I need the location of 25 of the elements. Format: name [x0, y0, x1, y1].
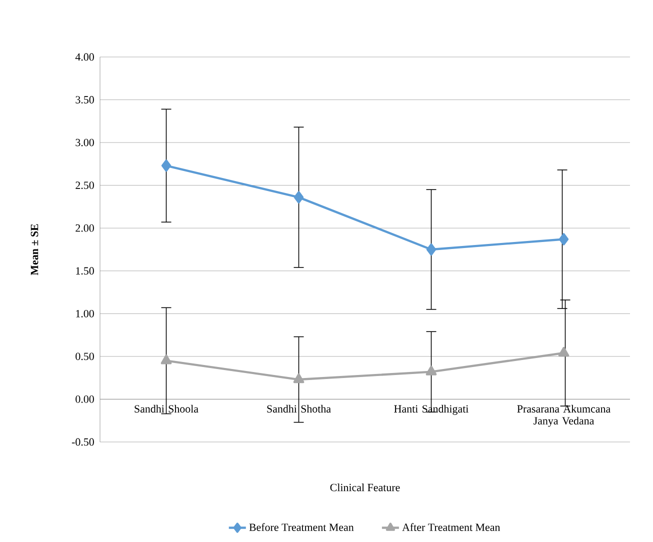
point: [426, 243, 436, 256]
y-tick-label: 0.50: [76, 352, 94, 360]
point: [293, 373, 304, 384]
x-tick-label: Sandhi Shotha: [267, 404, 331, 413]
point: [294, 191, 304, 204]
y-tick-label: 0.00: [76, 395, 94, 403]
legend-label: Before Treatment Mean: [249, 523, 354, 531]
y-tick-label: 3.50: [76, 96, 94, 104]
point: [161, 160, 172, 172]
y-tick-label: 1.50: [76, 267, 94, 275]
x-axis-title: Clinical Feature: [330, 484, 400, 492]
y-tick-label: 4.00: [75, 53, 94, 61]
y-tick-label: 2.00: [76, 224, 94, 232]
x-tick-label: Prasarana Akumcana Janya Vedana: [517, 404, 610, 427]
point: [558, 346, 570, 357]
point: [160, 354, 172, 364]
point: [426, 366, 437, 376]
y-tick-label: 3.00: [76, 138, 94, 146]
y-axis-title: Mean ± SE: [30, 224, 38, 276]
y-tick-label: -0.50: [72, 438, 94, 446]
point: [558, 233, 569, 246]
legend-label: After Treatment Mean: [402, 523, 500, 531]
y-tick-label: 1.00: [76, 310, 94, 318]
x-tick-label: Sandhi Shoola: [134, 404, 198, 413]
y-tick-label: 2.50: [76, 182, 94, 190]
